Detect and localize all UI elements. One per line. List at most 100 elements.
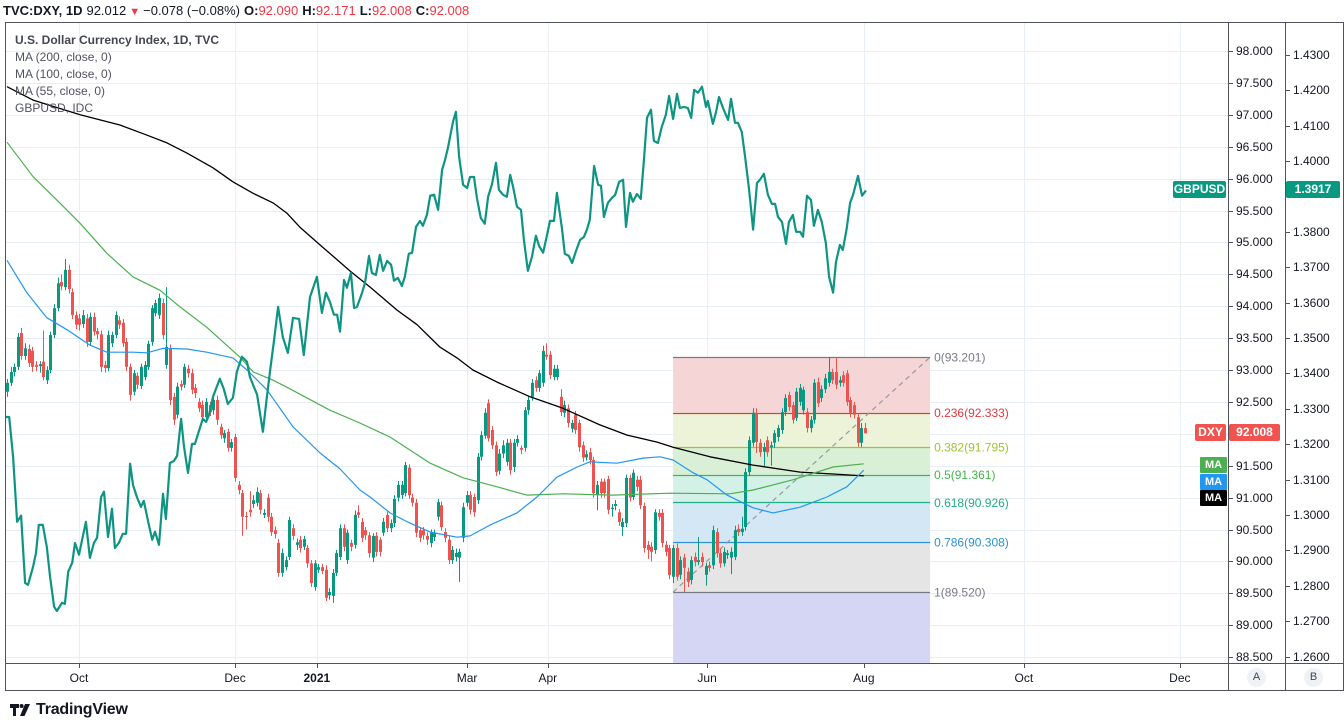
axis-a-tick-label: 97.500 (1236, 75, 1273, 90)
axis-b-tick-label: 1.3400 (1293, 366, 1330, 381)
axis-b-tick-label: 1.3800 (1293, 224, 1330, 239)
last-price: 92.012 (86, 3, 127, 18)
low-label: L: (359, 3, 372, 18)
fib-zone (673, 412, 931, 447)
axis-a-tick-label: 95.000 (1236, 235, 1273, 250)
axis-b-tick-label: 1.3300 (1293, 401, 1330, 416)
axis-b-tick-label: 1.4200 (1293, 83, 1330, 98)
axis-a-tick-label: 94.500 (1236, 267, 1273, 282)
axis-a-tick-label: 89.500 (1236, 586, 1273, 601)
gbpusd-last-value-badge: 1.3917 (1286, 181, 1340, 198)
chart-legend: U.S. Dollar Currency Index, 1D, TVC MA (… (15, 32, 219, 117)
time-axis-label: Oct (69, 671, 89, 685)
axis-a-tick-label: 95.500 (1236, 203, 1273, 218)
open-label: O: (243, 3, 259, 18)
down-arrow-icon: ▼ (129, 6, 141, 18)
time-axis-label: Dec (1169, 671, 1191, 685)
grid (5, 23, 1228, 663)
axis-b-tick-label: 1.3700 (1293, 260, 1330, 275)
axis-a-tick-label: 90.500 (1236, 522, 1273, 537)
fib-level-label: 0(93.201) (934, 351, 985, 365)
fib-level-label: 0.382(91.795) (934, 440, 1009, 454)
time-axis-label: 2021 (303, 671, 331, 685)
fib-zone (673, 502, 931, 542)
fib-level-label: 0.5(91.361) (934, 468, 995, 482)
axis-b-tick-label: 1.3500 (1293, 331, 1330, 346)
symbol-title[interactable]: TVC:DXY, 1D (3, 3, 83, 18)
dxy-last-value-badge: 92.008 (1229, 424, 1280, 441)
axis-a-autoscale-button[interactable]: A (1247, 668, 1266, 687)
dxy-series-tag: DXY (1195, 424, 1226, 441)
axis-b-tick-label: 1.3100 (1293, 472, 1330, 487)
axis-b-tick-label: 1.2800 (1293, 578, 1330, 593)
ma-200-close-0-line (6, 86, 864, 477)
axis-a-tick-label: 94.000 (1236, 299, 1273, 314)
plot-area[interactable] (5, 85, 931, 663)
price-change: −0.078 (−0.08%) (143, 3, 240, 18)
axis-b-tick-label: 1.3200 (1293, 437, 1330, 452)
legend-ma200[interactable]: MA (200, close, 0) (15, 50, 112, 64)
ma100-tag: MA (1200, 474, 1227, 490)
fib-level-label: 1(89.520) (934, 586, 985, 600)
time-axis-label: Mar (456, 671, 478, 685)
close-label: C: (415, 3, 430, 18)
time-axis-label: Jun (697, 671, 717, 685)
axis-a-tick-label: 96.500 (1236, 139, 1273, 154)
close-value: 92.008 (429, 3, 470, 18)
axis-b-tick-label: 1.2600 (1293, 649, 1330, 664)
axis-b-tick-label: 1.4100 (1293, 118, 1330, 133)
ma55-tag: MA (1200, 490, 1227, 506)
axis-b-tick-label: 1.2900 (1293, 543, 1330, 558)
time-axis-label: Aug (853, 671, 875, 685)
time-axis-label: Apr (538, 671, 558, 685)
open-value: 92.090 (258, 3, 299, 18)
axis-a-tick-label: 88.500 (1236, 650, 1273, 665)
axis-a-tick-label: 91.000 (1236, 490, 1273, 505)
axis-a-tick-label: 97.000 (1236, 107, 1273, 122)
gbpusd-series-tag: GBPUSD (1173, 181, 1226, 198)
legend-ma100[interactable]: MA (100, close, 0) (15, 67, 112, 81)
axis-a-tick-label: 93.000 (1236, 363, 1273, 378)
legend-gbpusd[interactable]: GBPUSD, IDC (15, 101, 94, 115)
fib-zone (673, 357, 931, 413)
fib-level-label: 0.618(90.926) (934, 496, 1009, 510)
legend-main-series[interactable]: U.S. Dollar Currency Index, 1D, TVC (15, 33, 220, 47)
chart-frame (5, 22, 1344, 691)
fib-level-label: 0.236(92.333) (934, 406, 1009, 420)
time-axis-label: Oct (1014, 671, 1034, 685)
fib-zone (673, 446, 931, 475)
axis-a-tick-label: 90.000 (1236, 554, 1273, 569)
fib-zone (673, 541, 931, 593)
axis-a-tick-label: 98.000 (1236, 44, 1273, 58)
legend-ma55[interactable]: MA (55, close, 0) (15, 84, 106, 98)
gbpusd-idc-line (5, 85, 867, 613)
high-label: H: (302, 3, 316, 18)
fib-zone (673, 592, 931, 663)
axis-b-autoscale-button[interactable]: B (1304, 668, 1323, 687)
time-axis-label: Dec (224, 671, 246, 685)
fib-level-label: 0.786(90.308) (934, 535, 1009, 549)
axis-b-tick-label: 1.3000 (1293, 508, 1330, 523)
axis-a-tick-label: 89.000 (1236, 618, 1273, 633)
axis-a-tick-label: 96.000 (1236, 171, 1273, 186)
tradingview-logo-icon (10, 704, 30, 716)
axis-b-tick-label: 1.4300 (1293, 47, 1330, 62)
ma-100-close-0-line (6, 141, 864, 496)
fib-zone (673, 474, 931, 503)
brand-name: TradingView (36, 701, 128, 718)
low-value: 92.008 (371, 3, 412, 18)
axis-b-tick-label: 1.4000 (1293, 154, 1330, 169)
axis-b-tick-label: 1.3600 (1293, 295, 1330, 310)
symbol-header: TVC:DXY, 1D 92.012 ▼ −0.078 (−0.08%) O:92.09… (3, 1, 473, 21)
high-value: 92.171 (315, 3, 356, 18)
axis-b-tick-label: 1.2700 (1293, 614, 1330, 629)
axis-a-tick-label: 93.500 (1236, 331, 1273, 346)
fib-retracement-drawing[interactable] (672, 356, 931, 663)
axis-a-tick-label: 92.500 (1236, 394, 1273, 409)
axis-a-tick-label: 91.500 (1236, 458, 1273, 473)
ma-55-close-0-line (6, 259, 865, 538)
ma200-tag: MA (1200, 457, 1227, 473)
fib-trend-line[interactable] (672, 356, 931, 593)
tradingview-brand[interactable]: TradingView (10, 700, 128, 720)
